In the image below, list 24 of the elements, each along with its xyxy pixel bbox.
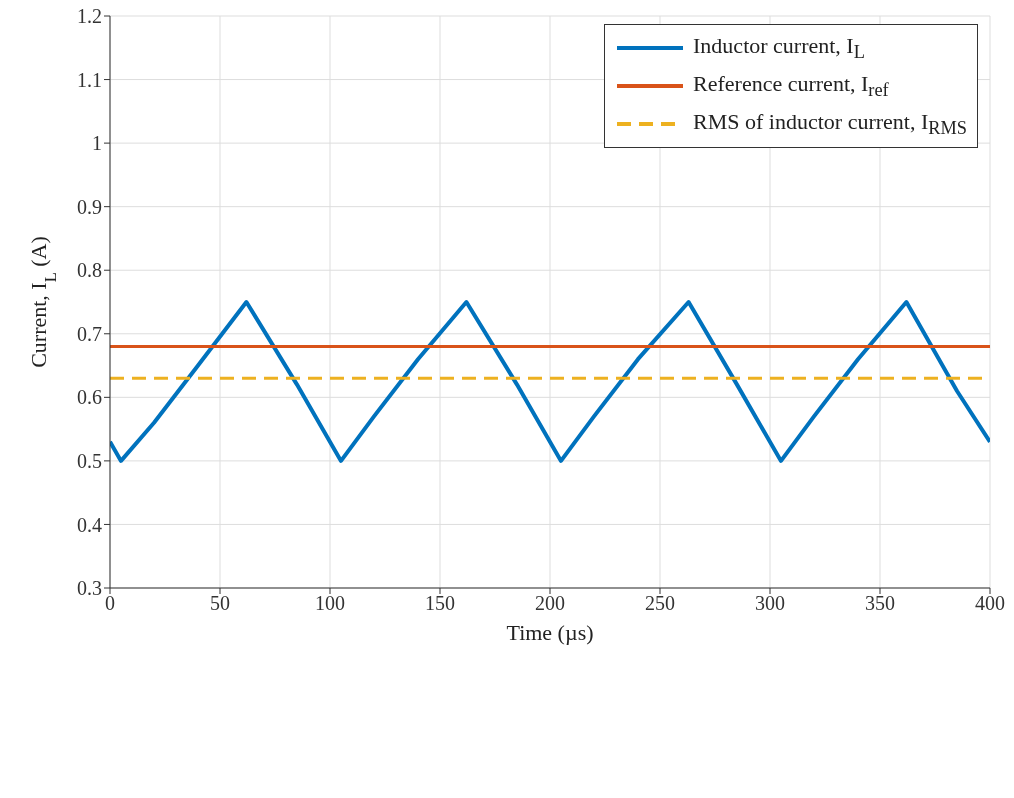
- y-tick-label: 1.1: [77, 68, 102, 91]
- x-tick-label: 50: [210, 592, 230, 615]
- y-tick-label: 0.9: [77, 195, 102, 218]
- line-series: [110, 300, 990, 463]
- y-tick-label: 0.4: [77, 513, 102, 536]
- x-tick-label: 0: [105, 592, 115, 615]
- y-tick-label: 0.8: [77, 259, 102, 282]
- y-tick-label: 1: [92, 132, 102, 155]
- y-tick-label: 0.6: [77, 386, 102, 409]
- y-tick-label: 0.7: [77, 322, 102, 345]
- x-tick-label: 350: [865, 592, 895, 615]
- x-axis-title: Time (µs): [506, 620, 594, 645]
- x-tick-label: 250: [645, 592, 675, 615]
- y-tick-label: 1.2: [77, 5, 102, 28]
- x-tick-label: 400: [975, 592, 1005, 615]
- x-tick-label: 200: [535, 592, 565, 615]
- legend-label: Reference current, I$_{ref}$: [693, 70, 889, 102]
- y-tick-label: 0.3: [77, 577, 102, 600]
- x-tick-label: 150: [425, 592, 455, 615]
- x-tick-label: 100: [315, 592, 345, 615]
- x-tick-label: 300: [755, 592, 785, 615]
- legend-label: RMS of inductor current, I$_{RMS}$: [693, 108, 967, 140]
- y-tick-label: 0.5: [77, 449, 102, 472]
- legend-label: Inductor current, I$_{L}$: [693, 32, 865, 64]
